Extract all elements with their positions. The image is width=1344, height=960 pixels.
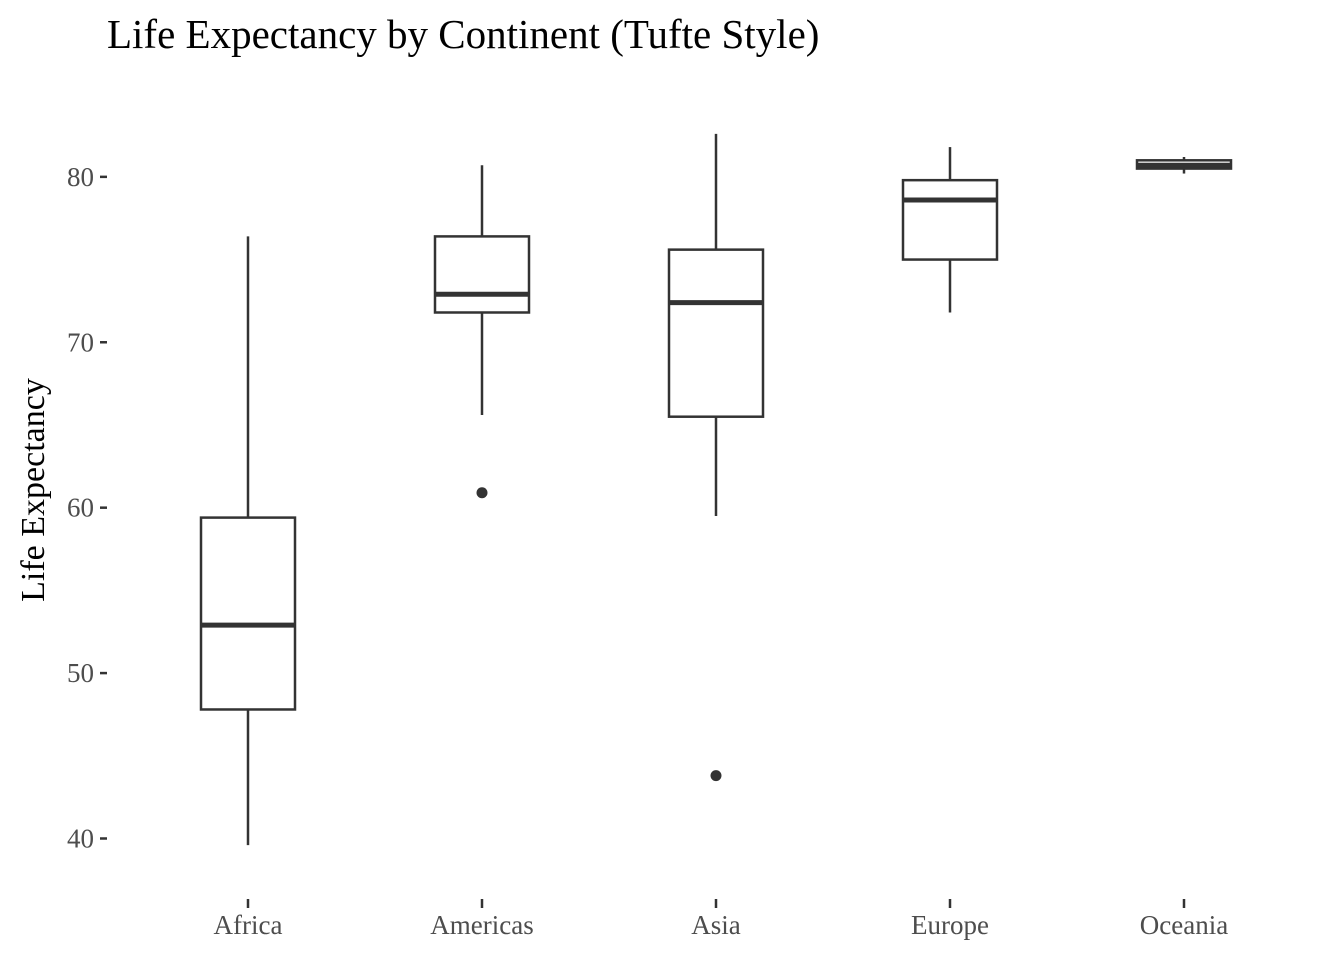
box-asia <box>667 133 765 782</box>
outlier-point <box>476 487 488 499</box>
box-oceania <box>1135 157 1233 174</box>
box-europe <box>901 147 999 313</box>
box-americas <box>433 165 531 499</box>
y-tick-label: 60 <box>67 493 94 523</box>
x-tick-label: Africa <box>214 910 283 940</box>
x-tick-label: Americas <box>430 910 533 940</box>
box-iqr <box>901 178 999 261</box>
box-iqr <box>199 516 297 711</box>
x-tick-label: Asia <box>691 910 741 940</box>
x-tick-label: Oceania <box>1140 910 1228 940</box>
y-tick-label: 50 <box>67 658 94 688</box>
box-iqr <box>667 248 765 418</box>
y-axis: 40 50 60 70 80 <box>67 162 107 853</box>
y-tick-label: 40 <box>67 823 94 853</box>
box-iqr <box>433 235 531 314</box>
chart-title: Life Expectancy by Continent (Tufte Styl… <box>107 11 820 57</box>
x-axis: Africa Americas Asia Europe Oceania <box>214 899 1228 940</box>
box-africa <box>199 236 297 846</box>
y-tick-label: 70 <box>67 327 94 357</box>
outlier-point <box>710 770 722 782</box>
boxes <box>199 133 1233 846</box>
y-tick-label: 80 <box>67 162 94 192</box>
x-tick-label: Europe <box>911 910 989 940</box>
